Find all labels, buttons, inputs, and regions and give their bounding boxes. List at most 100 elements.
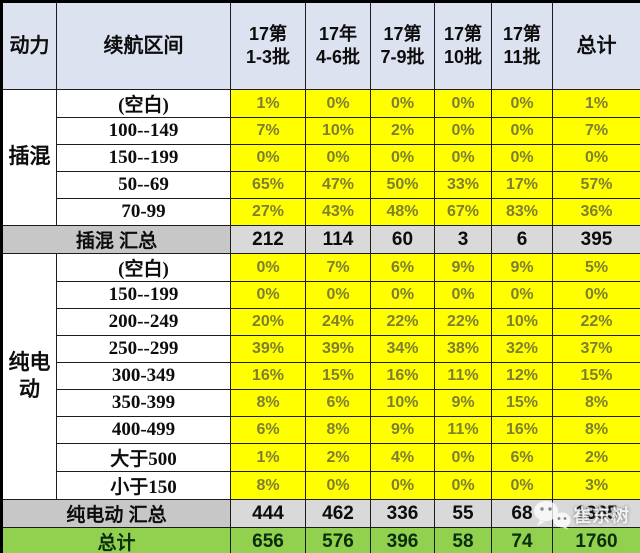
percent-cell: 37% — [552, 335, 640, 363]
percent-cell: 2% — [370, 117, 435, 145]
table-body: 插混 (空白) 1% 0% 0% 0% 0% 1% 100--149 7% 10% 2% 0% 0% 7% 1… — [1, 89, 640, 553]
percent-cell: 16% — [230, 362, 306, 390]
percent-cell: 0% — [491, 471, 553, 500]
subtotal-label: 插混 汇总 — [1, 225, 231, 254]
range-cell: 200--249 — [56, 308, 231, 336]
percent-cell: 36% — [552, 198, 640, 226]
percent-cell: 33% — [434, 171, 492, 199]
header-cell-4: 17第 7-9批 — [370, 1, 435, 90]
percent-cell: 0% — [305, 144, 371, 172]
percent-cell: 83% — [491, 198, 553, 226]
header-cell-3: 17年 4-6批 — [305, 1, 371, 90]
percent-cell: 9% — [434, 389, 492, 417]
percent-cell: 0% — [491, 117, 553, 145]
table-row: 70-99 27% 43% 48% 67% 83% 36% — [2, 198, 640, 226]
table-row: 200--249 20% 24% 22% 22% 10% 22% — [2, 308, 640, 336]
percent-cell: 8% — [230, 389, 306, 417]
percent-cell: 10% — [370, 389, 435, 417]
grand-total-label: 总计 — [1, 527, 231, 553]
percent-cell: 0% — [305, 471, 371, 500]
percent-cell: 65% — [230, 171, 306, 199]
percent-cell: 7% — [552, 117, 640, 145]
percent-cell: 0% — [230, 144, 306, 172]
percent-cell: 0% — [434, 144, 492, 172]
table-row: 100--149 7% 10% 2% 0% 0% 7% — [2, 117, 640, 145]
table-row: 大于500 1% 2% 4% 0% 6% 2% — [2, 443, 640, 472]
percent-cell: 0% — [434, 471, 492, 500]
percent-cell: 67% — [434, 198, 492, 226]
percent-cell: 0% — [552, 281, 640, 309]
percent-cell: 0% — [434, 89, 492, 118]
header-cell-7: 总计 — [552, 1, 640, 90]
percent-cell: 7% — [305, 253, 371, 282]
table-row: 小于150 8% 0% 0% 0% 0% 3% — [2, 471, 640, 500]
percent-cell: 0% — [305, 281, 371, 309]
percent-cell: 1% — [230, 89, 306, 118]
percent-cell: 24% — [305, 308, 371, 336]
subtotal-value: 212 — [230, 225, 306, 254]
percent-cell: 15% — [491, 389, 553, 417]
subtotal-value: 336 — [370, 499, 435, 528]
range-cell: 70-99 — [56, 198, 231, 226]
subtotal-value: 68 — [491, 499, 553, 528]
subtotal-value: 55 — [434, 499, 492, 528]
percent-cell: 50% — [370, 171, 435, 199]
table-header: 动力 续航区间 17第 1-3批 17年 4-6批 17第 7-9批 17第 10批 17第… — [1, 1, 640, 90]
percent-cell: 11% — [434, 416, 492, 444]
percent-cell: 6% — [370, 253, 435, 282]
range-cell: 150--199 — [56, 144, 231, 172]
range-cell: 350-399 — [56, 389, 231, 417]
percent-cell: 4% — [370, 443, 435, 472]
range-cell: 300-349 — [56, 362, 231, 390]
header-cell-0: 动力 — [1, 1, 57, 90]
header-cell-1: 续航区间 — [56, 1, 231, 90]
percent-cell: 16% — [370, 362, 435, 390]
percent-cell: 8% — [230, 471, 306, 500]
range-cell: 大于500 — [56, 443, 231, 472]
range-cell: 100--149 — [56, 117, 231, 145]
subtotal-value: 444 — [230, 499, 306, 528]
subtotal-value: 462 — [305, 499, 371, 528]
range-cell: 50--69 — [56, 171, 231, 199]
grand-total-value: 656 — [230, 527, 306, 553]
header-row: 动力 续航区间 17第 1-3批 17年 4-6批 17第 7-9批 17第 10批 17第… — [1, 1, 640, 90]
grand-total-value: 74 — [491, 527, 553, 553]
table-row: 350-399 8% 6% 10% 9% 15% 8% — [2, 389, 640, 417]
range-cell: 小于150 — [56, 471, 231, 500]
header-cell-2: 17第 1-3批 — [230, 1, 306, 90]
range-cell: (空白) — [56, 89, 231, 118]
percent-cell: 0% — [552, 144, 640, 172]
percent-cell: 27% — [230, 198, 306, 226]
subtotal-label: 纯电动 汇总 — [1, 499, 231, 528]
power-group-cell: 插混 — [1, 89, 57, 226]
percent-cell: 1% — [552, 89, 640, 118]
percent-cell: 9% — [434, 253, 492, 282]
percent-cell: 22% — [370, 308, 435, 336]
percent-cell: 0% — [230, 281, 306, 309]
table-row: 纯电动 (空白) 0% 7% 6% 9% 9% 5% — [1, 253, 640, 500]
table-row: 250--299 39% 39% 34% 38% 32% 37% — [2, 335, 640, 363]
grand-total-value: 1760 — [552, 527, 640, 553]
percent-cell: 15% — [305, 362, 371, 390]
grand-total-row: 总计 656 576 396 58 74 1760 — [1, 527, 640, 553]
percent-cell: 39% — [305, 335, 371, 363]
subtotal-value: 1365 — [552, 499, 640, 528]
percent-cell: 38% — [434, 335, 492, 363]
percent-cell: 32% — [491, 335, 553, 363]
header-cell-5: 17第 10批 — [434, 1, 492, 90]
percent-cell: 0% — [434, 117, 492, 145]
percent-cell: 11% — [434, 362, 492, 390]
percent-cell: 0% — [434, 443, 492, 472]
subtotal-row: 纯电动 汇总 444 462 336 55 68 1365 — [1, 499, 640, 528]
percent-cell: 3% — [552, 471, 640, 500]
percent-cell: 6% — [491, 443, 553, 472]
grand-total-value: 58 — [434, 527, 492, 553]
subtotal-value: 3 — [434, 225, 492, 254]
percent-cell: 10% — [491, 308, 553, 336]
percent-cell: 39% — [230, 335, 306, 363]
percent-cell: 47% — [305, 171, 371, 199]
table-row: 300-349 16% 15% 16% 11% 12% 15% — [2, 362, 640, 390]
percent-cell: 0% — [370, 89, 435, 118]
table-row: 150--199 0% 0% 0% 0% 0% 0% — [2, 281, 640, 309]
percent-cell: 6% — [230, 416, 306, 444]
